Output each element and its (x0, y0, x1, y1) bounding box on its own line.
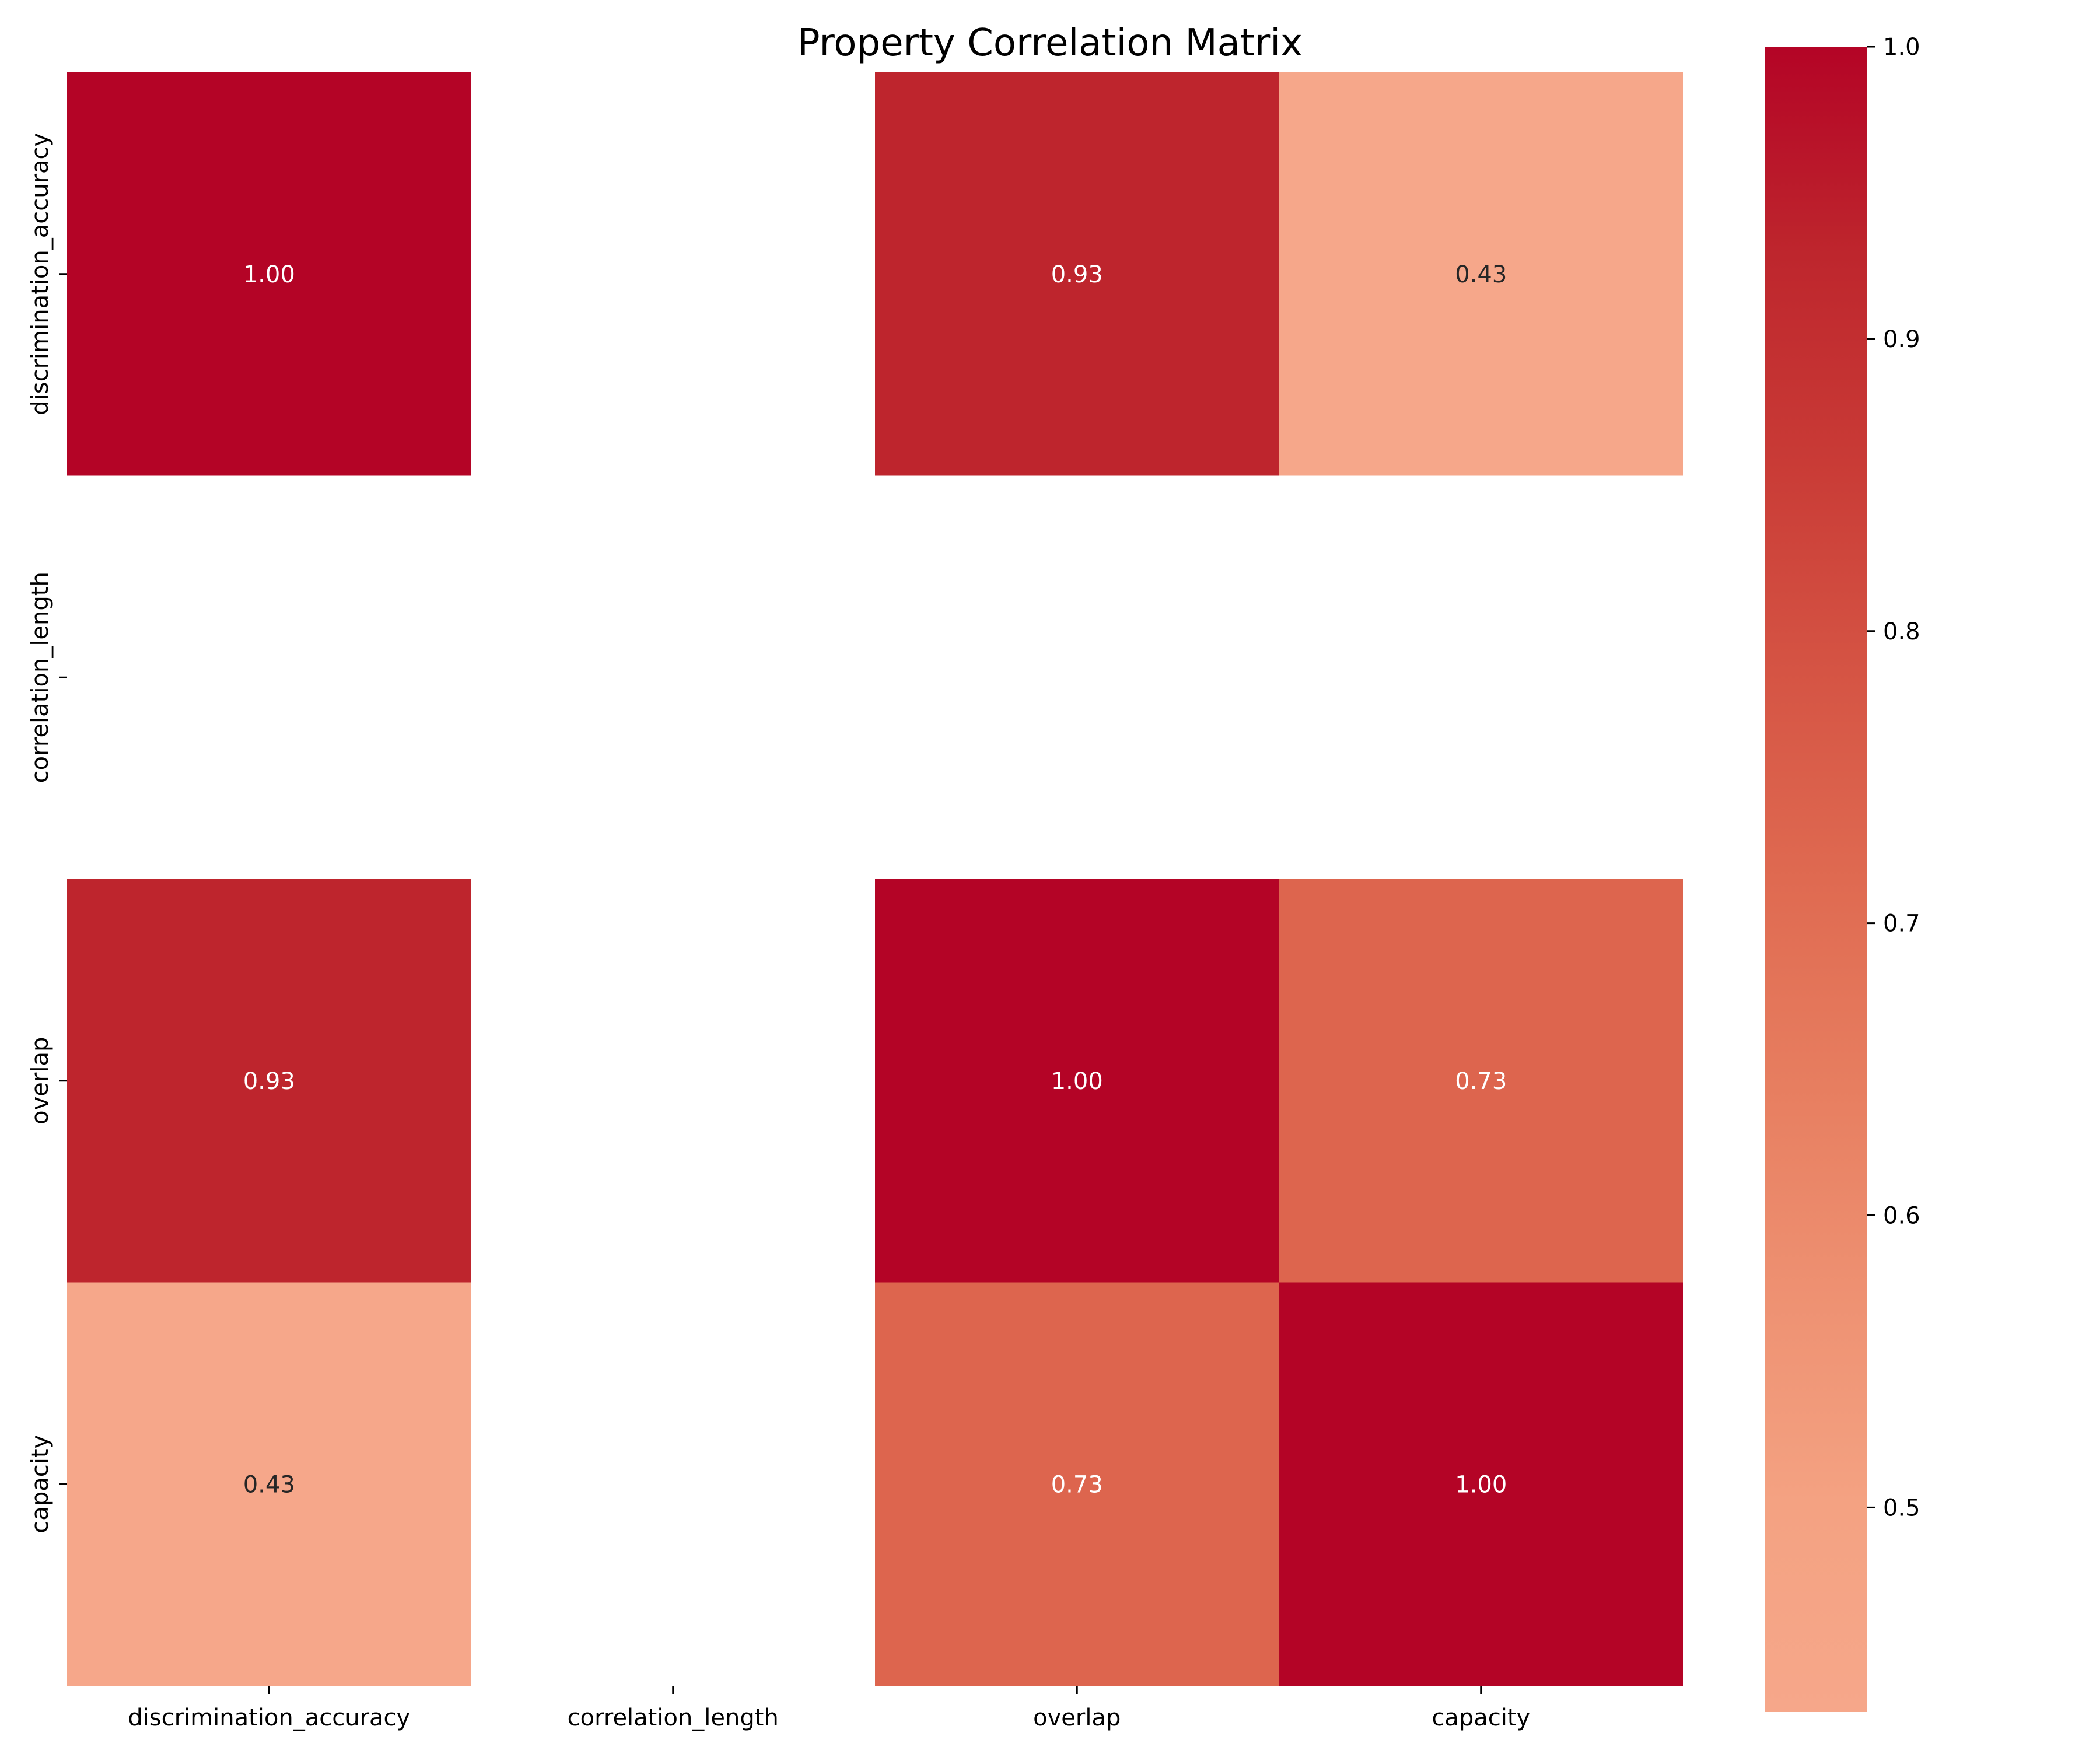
heatmap-cell-r2-c0 (67, 879, 471, 1283)
cell-value-label-r3-c3: 1.00 (1455, 1471, 1507, 1498)
colorbar-gradient-bar (1765, 47, 1867, 1712)
heatmap-cell-r2-c3 (1279, 879, 1683, 1283)
cell-value-label-r3-c2: 0.73 (1051, 1471, 1103, 1498)
colorbar: 0.5 0.6 0.7 0.8 0.9 1.0 (1765, 34, 1920, 1712)
x-tick-label-1: correlation_length (568, 1704, 779, 1731)
cell-value-label-r0-c3: 0.43 (1455, 261, 1507, 288)
heatmap-grid: 1.00 0.93 0.43 0.93 1.00 0.73 0.43 0.73 1.00 (67, 72, 1683, 1686)
colorbar-tick-label-1: 0.6 (1883, 1203, 1920, 1230)
y-tick-label-2: overlap (27, 1037, 54, 1125)
x-tick-label-2: overlap (1033, 1704, 1121, 1731)
heatmap-cell-r2-c2 (875, 879, 1279, 1283)
colorbar-tick-label-3: 0.8 (1883, 618, 1920, 645)
colorbar-tick-label-2: 0.7 (1883, 911, 1920, 937)
x-axis: discrimination_accuracy correlation_lengt… (128, 1686, 1530, 1731)
heatmap-cell-r0-c3 (1279, 72, 1683, 476)
y-tick-label-0: discrimination_accuracy (27, 133, 54, 415)
colorbar-tick-label-0: 0.5 (1883, 1494, 1920, 1521)
cell-value-label-r0-c2: 0.93 (1051, 261, 1103, 288)
y-axis: discrimination_accuracy correlation_lengt… (27, 133, 67, 1534)
heatmap-cell-r3-c0 (67, 1282, 471, 1686)
x-tick-label-0: discrimination_accuracy (128, 1704, 410, 1731)
colorbar-tick-label-4: 0.9 (1883, 326, 1920, 353)
cell-value-label-r3-c0: 0.43 (243, 1471, 295, 1498)
heatmap-cell-r0-c0 (67, 72, 471, 476)
cell-value-label-r2-c0: 0.93 (243, 1068, 295, 1095)
cell-value-label-r0-c0: 1.00 (243, 261, 295, 288)
y-tick-label-1: correlation_length (27, 572, 54, 783)
heatmap-cell-r3-c3 (1279, 1282, 1683, 1686)
colorbar-tick-label-5: 1.0 (1883, 34, 1920, 61)
cell-value-label-r2-c2: 1.00 (1051, 1068, 1103, 1095)
chart-title: Property Correlation Matrix (797, 22, 1303, 65)
cell-value-label-r2-c3: 0.73 (1455, 1068, 1507, 1095)
heatmap-cell-r3-c2 (875, 1282, 1279, 1686)
x-tick-label-3: capacity (1432, 1704, 1530, 1731)
y-tick-label-3: capacity (27, 1435, 54, 1534)
heatmap-cell-r0-c2 (875, 72, 1279, 476)
